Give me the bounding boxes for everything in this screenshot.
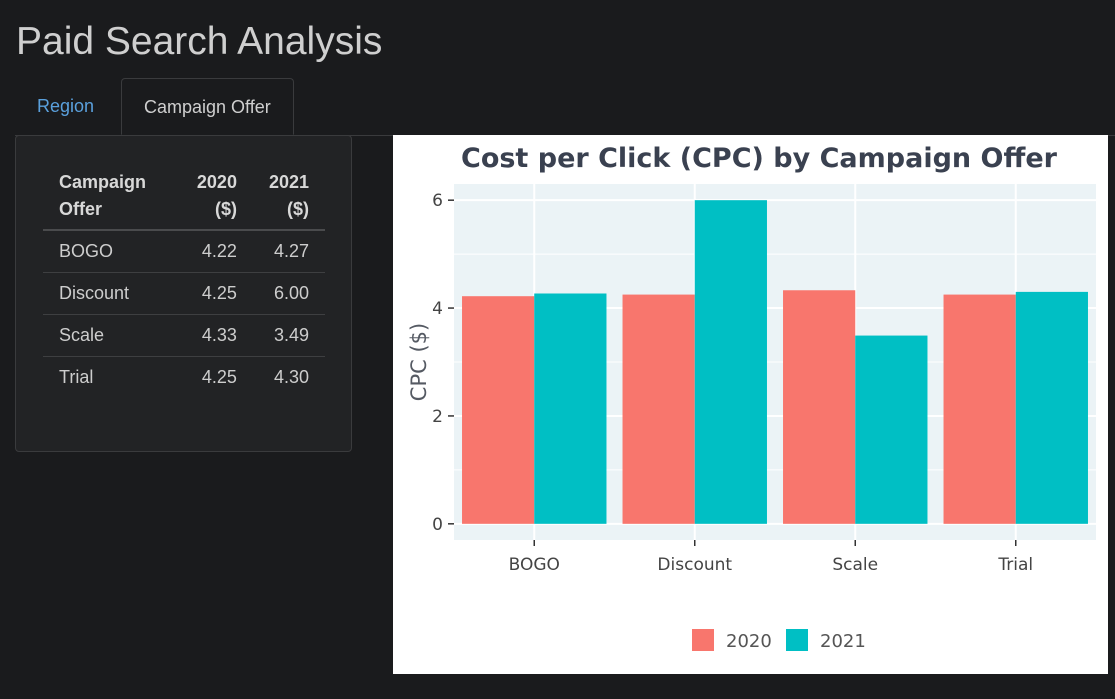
cpc-chart-panel: Cost per Click (CPC) by Campaign Offer 0…: [393, 135, 1108, 674]
bar-2020-scale: [783, 290, 856, 524]
cpc-bar-chart: Cost per Click (CPC) by Campaign Offer 0…: [407, 143, 1096, 652]
tab-bar: Region Campaign Offer: [15, 78, 1115, 136]
cell-offer: BOGO: [43, 230, 181, 273]
legend: 2020 2021: [692, 629, 866, 652]
x-tick-label: Discount: [657, 555, 732, 575]
page-title: Paid Search Analysis: [16, 20, 383, 63]
cell-2020: 4.22: [180, 230, 253, 273]
cell-2020: 4.33: [180, 314, 253, 357]
table-row: BOGO 4.22 4.27: [43, 230, 325, 273]
bar-2021-bogo: [534, 293, 607, 524]
y-tick-label: 0: [432, 515, 443, 535]
cpc-table-panel: Campaign Offer 2020 ($) 2021 ($) BOGO 4.…: [15, 135, 352, 452]
cell-2021: 3.49: [252, 314, 325, 357]
table-row: Scale 4.33 3.49: [43, 314, 325, 357]
bar-2021-discount: [694, 200, 767, 524]
y-tick-label: 6: [432, 191, 443, 211]
cell-offer: Trial: [59, 367, 94, 387]
table-row: Discount 4.25 6.00: [43, 272, 325, 315]
header-campaign-offer: Campaign Offer: [43, 167, 181, 231]
cell-2021: 6.00: [252, 272, 325, 315]
legend-label-2020: 2020: [726, 631, 772, 652]
bar-2021-trial: [1015, 291, 1088, 524]
chart-title: Cost per Click (CPC) by Campaign Offer: [461, 143, 1058, 174]
cell-offer: Scale: [43, 314, 181, 357]
y-tick-label: 4: [432, 299, 443, 319]
cell-2020: 4.25: [201, 367, 237, 387]
x-tick-label: Trial: [997, 555, 1033, 575]
x-tick-label: BOGO: [509, 555, 560, 575]
cell-offer: Discount: [43, 272, 181, 315]
axes: 0 2 4 6 BOGO Discount Scale Trial: [432, 191, 1033, 575]
bar-2020-bogo: [462, 296, 535, 524]
cell-2021: 4.30: [273, 367, 309, 387]
bars: [462, 200, 1088, 524]
tab-region[interactable]: Region: [37, 96, 95, 116]
table-header-row: Campaign Offer 2020 ($) 2021 ($): [43, 167, 325, 231]
header-2020: 2020 ($): [180, 167, 253, 231]
cpc-table: Campaign Offer 2020 ($) 2021 ($) BOGO 4.…: [43, 167, 325, 398]
header-2021: 2021 ($): [252, 167, 325, 231]
legend-swatch-2021: [786, 629, 808, 651]
bar-2020-trial: [943, 294, 1016, 524]
legend-label-2021: 2021: [820, 631, 866, 652]
bar-2020-discount: [622, 294, 695, 524]
cell-2021: 4.27: [252, 230, 325, 273]
tab-campaign-offer[interactable]: Campaign Offer: [121, 78, 294, 135]
bar-2021-scale: [855, 335, 928, 524]
y-axis-label: CPC ($): [407, 323, 431, 401]
x-tick-label: Scale: [832, 555, 878, 575]
cell-2020: 4.25: [180, 272, 253, 315]
y-tick-label: 2: [432, 407, 443, 427]
legend-swatch-2020: [692, 629, 714, 651]
table-row: Trial 4.25 4.30: [43, 357, 325, 399]
